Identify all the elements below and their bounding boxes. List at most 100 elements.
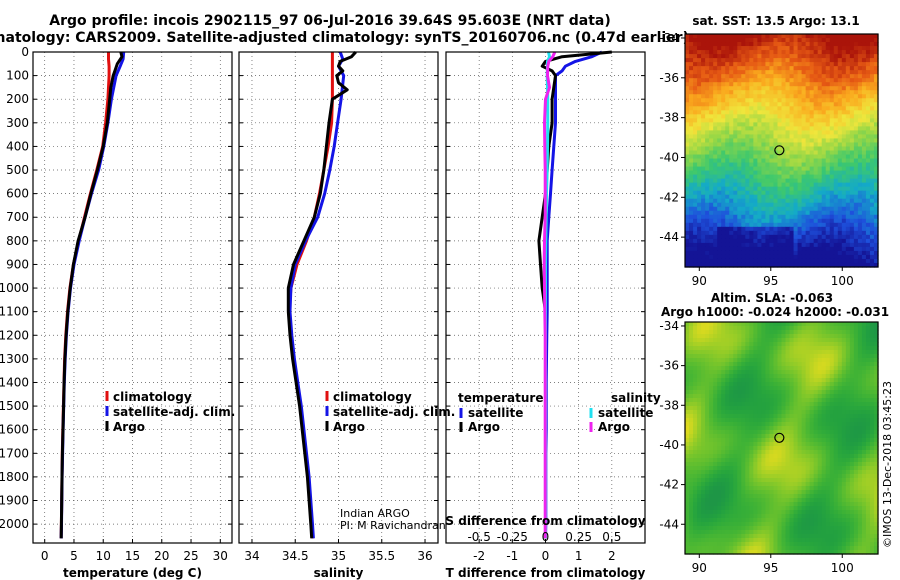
depth-tick-label: 800	[6, 234, 29, 248]
map2-subtitle: Argo h1000: -0.024 h2000: -0.031	[661, 305, 889, 319]
x-tick-label: 35.5	[368, 549, 395, 563]
map-lat-label: -38	[659, 111, 679, 125]
watermark: ©IMOS 13-Dec-2018 03:45:23	[881, 381, 894, 548]
depth-tick-label: 400	[6, 139, 29, 153]
map-frame	[684, 33, 879, 268]
depth-tick-label: 1400	[0, 375, 29, 389]
x-tick-label: 20	[154, 549, 169, 563]
x-tick-label: 0	[41, 549, 49, 563]
x-tick-label: 1	[575, 549, 583, 563]
top-tick-label: -0.5	[467, 530, 490, 544]
map-lat-label: -44	[659, 230, 679, 244]
legend-label: climatology	[113, 390, 192, 404]
series-line-t-satellite	[544, 50, 603, 539]
x-tick-label: 5	[70, 549, 78, 563]
legend-label: Argo	[598, 420, 630, 434]
map-lon-label: 100	[831, 274, 854, 288]
map1-title: sat. SST: 13.5 Argo: 13.1	[692, 14, 859, 28]
map-frame	[684, 321, 879, 555]
map-lon-label: 90	[692, 274, 707, 288]
legend-heading-salinity: salinity	[611, 391, 661, 405]
x-tick-label: 10	[96, 549, 111, 563]
series-line-argo	[59, 51, 124, 539]
x-tick-label: 36	[417, 549, 432, 563]
top-tick-label: 0.5	[602, 530, 621, 544]
map-lon-label: 100	[831, 561, 854, 575]
x-tick-label: 30	[213, 549, 228, 563]
depth-tick-label: 2000	[0, 517, 29, 531]
x-tick-label: 34.5	[282, 549, 309, 563]
x-axis-label: salinity	[314, 566, 364, 580]
series-line-climatology	[287, 52, 334, 539]
title-line-1: Argo profile: incois 2902115_97 06-Jul-2…	[49, 13, 611, 29]
depth-tick-label: 1300	[0, 352, 29, 366]
x-tick-label: 15	[125, 549, 140, 563]
legend-label: satellite-adj. clim.	[333, 405, 455, 419]
legend-heading-temperature: temperature	[458, 391, 543, 405]
top-axis-label: S difference from climatology	[445, 514, 645, 528]
sst-heatmap-field	[685, 34, 879, 268]
map-lat-label: -36	[659, 359, 679, 373]
x-tick-label: -2	[473, 549, 485, 563]
x-tick-label: 35	[331, 549, 346, 563]
depth-tick-label: 1200	[0, 328, 29, 342]
top-tick-label: -0.25	[497, 530, 528, 544]
x-tick-label: -1	[506, 549, 518, 563]
depth-tick-label: 1500	[0, 399, 29, 413]
top-tick-label: 0	[542, 530, 550, 544]
legend-label: climatology	[333, 390, 412, 404]
x-axis-label: T difference from climatology	[446, 566, 646, 580]
x-tick-label: 2	[608, 549, 616, 563]
legend-label: Argo	[333, 420, 365, 434]
plot-frame	[238, 51, 439, 544]
legend-label: satellite	[468, 406, 523, 420]
legend-label: satellite	[598, 406, 653, 420]
x-tick-label: 25	[183, 549, 198, 563]
argo-location-marker	[774, 432, 785, 443]
map-lat-label: -38	[659, 398, 679, 412]
depth-tick-label: 1700	[0, 446, 29, 460]
title-line-2: Climatology: CARS2009. Satellite-adjuste…	[0, 30, 689, 46]
map-lat-label: -42	[659, 190, 679, 204]
map-lat-label: -42	[659, 478, 679, 492]
top-tick-label: 0.25	[565, 530, 592, 544]
depth-tick-label: 300	[6, 116, 29, 130]
map-lat-label: -36	[659, 71, 679, 85]
map-lat-label: -40	[659, 150, 679, 164]
depth-tick-label: 500	[6, 163, 29, 177]
depth-tick-label: 1800	[0, 470, 29, 484]
depth-tick-label: 600	[6, 187, 29, 201]
depth-tick-label: 700	[6, 210, 29, 224]
plot-layer: 0 5 10 15 20 25 300100200300400500600700800900…	[0, 31, 879, 580]
x-tick-label: 34	[244, 549, 259, 563]
legend-label: satellite-adj. clim.	[113, 405, 235, 419]
depth-tick-label: 0	[21, 45, 29, 59]
plot-frame	[32, 51, 233, 544]
credit-text: PI: M Ravichandran	[340, 519, 446, 532]
map-lon-label: 95	[763, 561, 778, 575]
depth-tick-label: 1100	[0, 305, 29, 319]
map-lat-label: -40	[659, 438, 679, 452]
map2-title: Altim. SLA: -0.063	[711, 291, 833, 305]
depth-tick-label: 100	[6, 69, 29, 83]
map-lon-label: 90	[692, 561, 707, 575]
series-line-argo	[286, 50, 357, 539]
depth-tick-label: 1000	[0, 281, 29, 295]
plot-frame	[445, 51, 646, 544]
map-lat-label: -44	[659, 517, 679, 531]
legend-label: Argo	[468, 420, 500, 434]
depth-tick-label: 1600	[0, 423, 29, 437]
map-lon-label: 95	[763, 274, 778, 288]
argo-location-marker	[774, 145, 785, 156]
series-line-t-argo	[537, 50, 612, 539]
depth-tick-label: 1900	[0, 494, 29, 508]
depth-tick-label: 900	[6, 257, 29, 271]
credit-text: Indian ARGO	[340, 507, 410, 520]
legend-label: Argo	[113, 420, 145, 434]
depth-tick-label: 200	[6, 92, 29, 106]
map-lat-label: -34	[659, 31, 679, 45]
x-tick-label: 0	[542, 549, 550, 563]
sla-heatmap-field	[685, 322, 879, 555]
